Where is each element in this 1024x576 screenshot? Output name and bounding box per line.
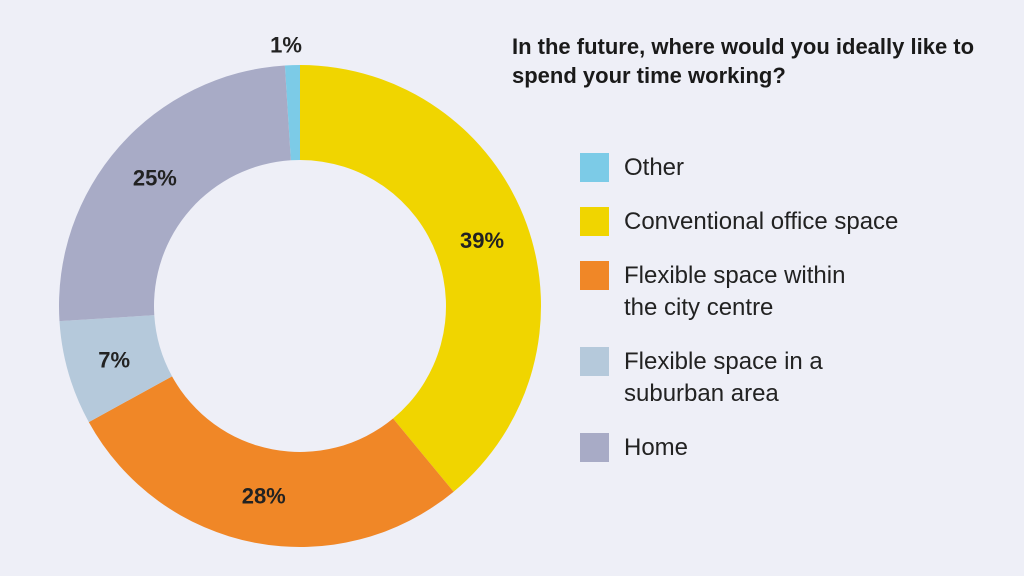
legend-item-flexible-space-in-a-suburban-area: Flexible space in a suburban area — [580, 346, 1010, 410]
slice-label-flexible-space-within-the-city-centre: 28% — [242, 484, 286, 509]
slice-label-conventional-office-space: 39% — [460, 228, 504, 253]
slice-labels: 1% 39% 28% 7% 25% — [98, 33, 504, 509]
legend-label: Home — [624, 434, 689, 461]
slice-flexible-space-within-the-city-centre — [88, 376, 454, 547]
donut-chart: 1% 39% 28% 7% 25% — [59, 33, 541, 547]
legend-swatch — [580, 153, 609, 182]
legend-item-flexible-space-within-the-city-centre: Flexible space within the city centre — [580, 260, 1010, 324]
slice-label-other: 1% — [270, 33, 302, 58]
slice-label-flexible-space-in-a-suburban-area: 7% — [98, 347, 130, 372]
legend-swatch — [580, 207, 609, 236]
legend-label: Flexible space in a suburban area — [624, 348, 823, 407]
legend-label: Other — [624, 154, 685, 181]
legend-item-conventional-office-space: Conventional office space — [580, 206, 1010, 238]
legend-item-home: Home — [580, 432, 1010, 464]
slice-label-home: 25% — [133, 166, 177, 191]
slice-conventional-office-space — [300, 65, 541, 492]
legend-label: Flexible space within the city centre — [624, 262, 846, 321]
donut-slices — [59, 65, 541, 547]
legend: Other Conventional office space Flexible s… — [580, 152, 1010, 486]
chart-title: In the future, where would you ideally l… — [512, 34, 975, 88]
slice-other — [284, 65, 300, 161]
legend-item-other: Other — [580, 152, 1010, 184]
legend-label: Conventional office space — [624, 208, 899, 235]
legend-swatch — [580, 433, 609, 462]
legend-swatch — [580, 261, 609, 290]
slice-flexible-space-in-a-suburban-area — [59, 315, 173, 423]
slice-home — [59, 65, 291, 322]
legend-swatch — [580, 347, 609, 376]
